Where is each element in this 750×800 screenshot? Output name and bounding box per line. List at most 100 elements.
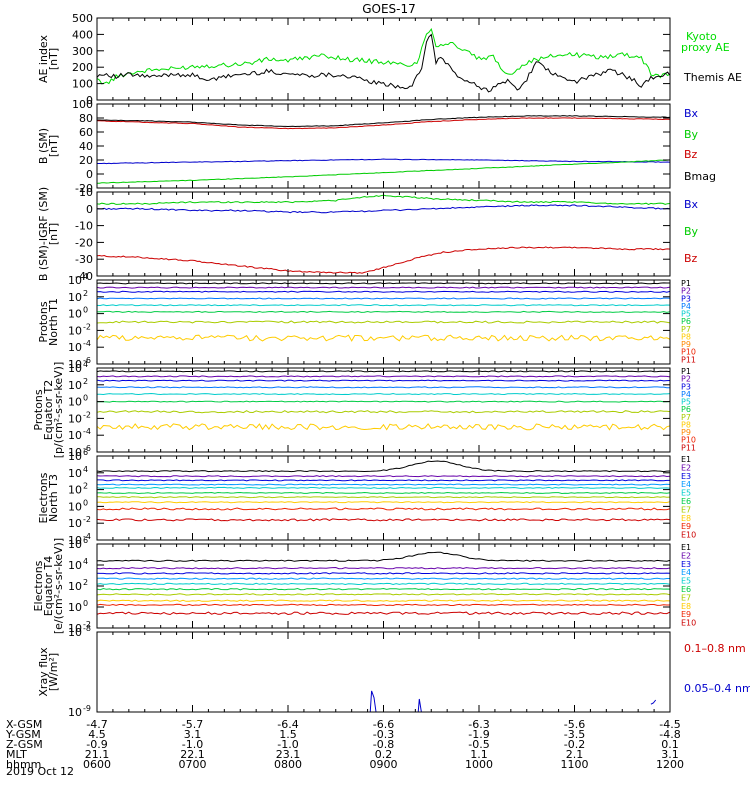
legend-item: P1 bbox=[681, 367, 691, 376]
y-tick-exponent: -6 bbox=[83, 444, 91, 453]
y-tick-label: 500 bbox=[72, 12, 93, 25]
panel-7-plot-area bbox=[97, 551, 670, 616]
legend-item: P3 bbox=[681, 382, 691, 391]
ephemeris-value: 1200 bbox=[656, 758, 684, 771]
y-tick-label: 10 -2 bbox=[68, 620, 91, 635]
panel-5-plot-area bbox=[97, 370, 670, 431]
series-line-e4 bbox=[97, 577, 670, 580]
legend-item: E5 bbox=[681, 577, 691, 586]
ephemeris-value: -1.9 bbox=[468, 728, 489, 741]
ephemeris-value: 0600 bbox=[83, 758, 111, 771]
series-line-e9 bbox=[97, 603, 670, 607]
y-tick-base: 10 bbox=[68, 446, 82, 459]
y-tick-label: 10 4 bbox=[68, 557, 88, 572]
ephemeris-value: -4.5 bbox=[659, 718, 680, 731]
legend-item: E4 bbox=[681, 480, 691, 489]
ephemeris-value: -5.6 bbox=[564, 718, 585, 731]
y-axis-title: Protons bbox=[32, 389, 45, 430]
y-tick-base: 10 bbox=[68, 324, 82, 337]
y-tick-label: -20 bbox=[75, 236, 93, 249]
series-line-p7 bbox=[97, 410, 670, 414]
y-tick-base: 10 bbox=[68, 626, 82, 639]
y-tick-label: 400 bbox=[72, 28, 93, 41]
y-tick-base: 10 bbox=[68, 538, 82, 551]
series-line-e1 bbox=[97, 460, 670, 473]
series-line-bz bbox=[97, 117, 670, 130]
legend-item: E8 bbox=[681, 514, 691, 523]
ephemeris-value: 3.1 bbox=[661, 748, 679, 761]
y-tick-exponent: -4 bbox=[83, 339, 91, 348]
legend-item: Kyoto bbox=[686, 30, 717, 43]
series-line-p3 bbox=[97, 290, 670, 293]
figure-title: GOES-17 bbox=[362, 2, 416, 16]
ephemeris-value: 0700 bbox=[179, 758, 207, 771]
legend-item: P9 bbox=[681, 428, 691, 437]
ephemeris-value: 1.5 bbox=[279, 728, 297, 741]
legend-item: E9 bbox=[681, 610, 691, 619]
legend-item: P9 bbox=[681, 340, 691, 349]
y-tick-label: 10 6 bbox=[68, 536, 88, 551]
series-line-p8 bbox=[97, 334, 670, 342]
y-axis-title: Protons bbox=[37, 301, 50, 342]
y-tick-exponent: -6 bbox=[83, 356, 91, 365]
y-tick-base: 10 bbox=[68, 500, 82, 513]
y-tick-label: 200 bbox=[72, 61, 93, 74]
y-tick-label: 10 4 bbox=[68, 465, 88, 480]
series-line-p2 bbox=[97, 286, 670, 289]
panel-8-legend: 0.1–0.8 nm 0.05–0.4 nm bbox=[684, 642, 750, 695]
y-tick-label: 10 bbox=[79, 186, 93, 199]
series-line-e6 bbox=[97, 491, 670, 495]
y-tick-base: 10 bbox=[68, 467, 82, 480]
legend-item: P11 bbox=[681, 443, 696, 452]
y-tick-base: 10 bbox=[68, 580, 82, 593]
y-tick-base: 10 bbox=[68, 274, 82, 287]
panel-8-plot-area bbox=[369, 690, 657, 712]
legend-item: E10 bbox=[681, 619, 696, 628]
series-line-e2 bbox=[97, 566, 670, 570]
y-tick-label: -30 bbox=[75, 253, 93, 266]
ephemeris-row-label: Y-GSM bbox=[5, 728, 41, 741]
legend-item: P4 bbox=[681, 302, 691, 311]
y-tick-base: 10 bbox=[68, 601, 82, 614]
y-tick-label: 60 bbox=[79, 126, 93, 139]
legend-item: P6 bbox=[681, 405, 691, 414]
legend-item: P4 bbox=[681, 390, 691, 399]
legend-item: E5 bbox=[681, 489, 691, 498]
y-axis-title: Electrons bbox=[37, 472, 50, 523]
y-tick-base: 10 bbox=[68, 379, 82, 392]
y-axis-title: Equator T2 bbox=[42, 380, 55, 440]
panel-frame bbox=[96, 455, 671, 541]
y-axis-title: Equator T4 bbox=[42, 556, 55, 616]
y-tick-exponent: -2 bbox=[83, 515, 91, 524]
y-tick-base: 10 bbox=[68, 622, 82, 635]
legend-item: E10 bbox=[681, 531, 696, 540]
y-tick-exponent: -4 bbox=[83, 532, 91, 541]
series-line-e10 bbox=[97, 518, 670, 522]
series-line-0-05-0-4-nm bbox=[369, 690, 657, 712]
y-tick-label: 0 bbox=[86, 203, 93, 216]
ephemeris-table: X-GSM -4.7 -5.7 -6.4 -6.6 -6.3 -5.6 -4.5 Y-GSM 4.… bbox=[5, 718, 684, 771]
y-tick-label: 10 2 bbox=[68, 482, 88, 497]
y-tick-label: 0 bbox=[86, 94, 93, 107]
y-tick-exponent: 2 bbox=[83, 578, 88, 587]
y-tick-label: 10 -2 bbox=[68, 322, 91, 337]
panel-frame bbox=[96, 543, 671, 629]
series-line-e5 bbox=[97, 486, 670, 489]
y-tick-base: 10 bbox=[68, 396, 82, 409]
legend-item: E7 bbox=[681, 505, 691, 514]
y-tick-exponent: -2 bbox=[83, 322, 91, 331]
y-tick-exponent: 2 bbox=[83, 482, 88, 491]
legend-item: Themis AE bbox=[683, 71, 742, 84]
ephemeris-value: -5.7 bbox=[182, 718, 203, 731]
ephemeris-value: -1.0 bbox=[277, 738, 298, 751]
y-axis-title: [nT] bbox=[47, 48, 60, 70]
y-tick-label: 10 -8 bbox=[68, 624, 91, 639]
series-line-p5 bbox=[97, 392, 670, 396]
y-tick-base: 10 bbox=[68, 341, 82, 354]
